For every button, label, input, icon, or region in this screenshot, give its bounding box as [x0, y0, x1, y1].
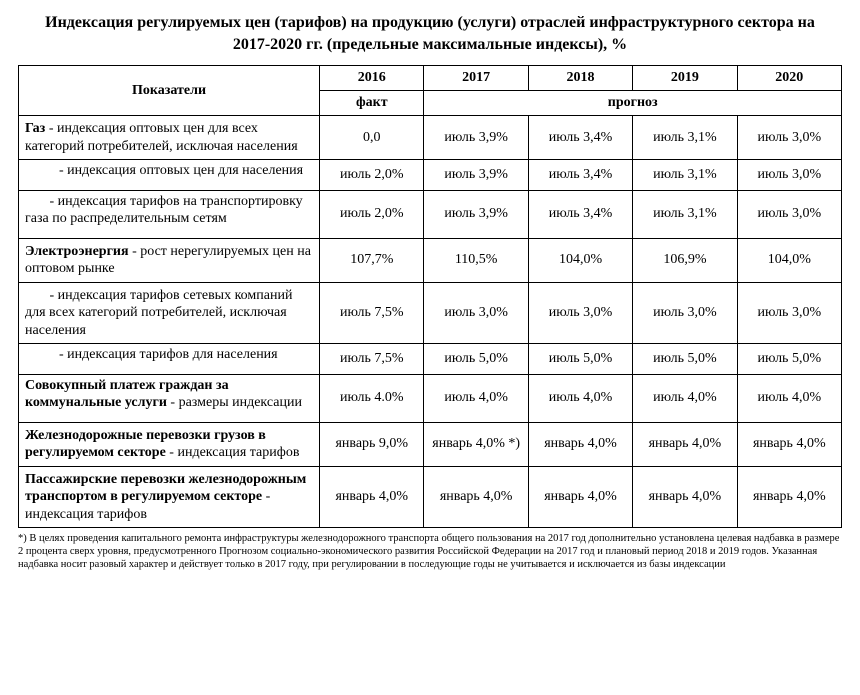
indicator-cell: Пассажирские перевозки железнодорожным т… — [19, 466, 320, 528]
table-row: Совокупный платеж граждан за коммунальны… — [19, 374, 842, 422]
value-cell: январь 4,0% — [737, 422, 841, 466]
value-cell: июль 7,5% — [320, 344, 424, 375]
value-cell: январь 4,0% — [528, 466, 632, 528]
indicator-cell: - индексация тарифов на транспортировку … — [19, 190, 320, 238]
value-cell: июль 3,4% — [528, 160, 632, 191]
page-title: Индексация регулируемых цен (тарифов) на… — [18, 12, 842, 55]
th-2018: 2018 — [528, 66, 632, 91]
value-cell: 110,5% — [424, 238, 528, 282]
value-cell: январь 4,0% *) — [424, 422, 528, 466]
value-cell: июль 2,0% — [320, 160, 424, 191]
value-cell: июль 7,5% — [320, 282, 424, 344]
table-row: Железнодорожные перевозки грузов в регул… — [19, 422, 842, 466]
indicator-cell: Железнодорожные перевозки грузов в регул… — [19, 422, 320, 466]
table-row: Газ - индексация оптовых цен для всех ка… — [19, 116, 842, 160]
value-cell: июль 3,1% — [633, 160, 737, 191]
th-2019: 2019 — [633, 66, 737, 91]
th-fact: факт — [320, 91, 424, 116]
value-cell: июль 3,4% — [528, 190, 632, 238]
indicator-cell: - индексация оптовых цен для населения — [19, 160, 320, 191]
indicator-cell: Совокупный платеж граждан за коммунальны… — [19, 374, 320, 422]
value-cell: июль 3,0% — [737, 160, 841, 191]
table-row: - индексация тарифов для населенияиюль 7… — [19, 344, 842, 375]
table-row: Пассажирские перевозки железнодорожным т… — [19, 466, 842, 528]
table-row: - индексация тарифов сетевых компаний дл… — [19, 282, 842, 344]
value-cell: июль 5,0% — [737, 344, 841, 375]
value-cell: июль 2,0% — [320, 190, 424, 238]
value-cell: июль 3,0% — [737, 116, 841, 160]
value-cell: июль 3,0% — [737, 282, 841, 344]
value-cell: июль 4,0% — [528, 374, 632, 422]
indicator-cell: Электроэнергия - рост нерегулируемых цен… — [19, 238, 320, 282]
value-cell: январь 4,0% — [633, 422, 737, 466]
tariff-table: Показатели 2016 2017 2018 2019 2020 факт… — [18, 65, 842, 528]
th-2016: 2016 — [320, 66, 424, 91]
value-cell: июль 3,9% — [424, 190, 528, 238]
value-cell: июль 5,0% — [424, 344, 528, 375]
value-cell: июль 4,0% — [424, 374, 528, 422]
value-cell: июль 3,9% — [424, 116, 528, 160]
indicator-cell: Газ - индексация оптовых цен для всех ка… — [19, 116, 320, 160]
value-cell: январь 4,0% — [633, 466, 737, 528]
value-cell: июль 5,0% — [528, 344, 632, 375]
value-cell: июль 5,0% — [633, 344, 737, 375]
value-cell: июль 3,1% — [633, 190, 737, 238]
table-row: Электроэнергия - рост нерегулируемых цен… — [19, 238, 842, 282]
table-row: - индексация тарифов на транспортировку … — [19, 190, 842, 238]
value-cell: 107,7% — [320, 238, 424, 282]
value-cell: 0,0 — [320, 116, 424, 160]
value-cell: июль 3,0% — [528, 282, 632, 344]
th-2020: 2020 — [737, 66, 841, 91]
value-cell: январь 4,0% — [424, 466, 528, 528]
value-cell: июль 3,1% — [633, 116, 737, 160]
footnote: *) В целях проведения капитального ремон… — [18, 530, 842, 573]
value-cell: 104,0% — [737, 238, 841, 282]
value-cell: 104,0% — [528, 238, 632, 282]
value-cell: июль 3,9% — [424, 160, 528, 191]
value-cell: январь 4,0% — [320, 466, 424, 528]
value-cell: июль 3,4% — [528, 116, 632, 160]
value-cell: июль 4,0% — [737, 374, 841, 422]
value-cell: июль 3,0% — [737, 190, 841, 238]
value-cell: июль 4.0% — [320, 374, 424, 422]
value-cell: январь 9,0% — [320, 422, 424, 466]
value-cell: июль 4,0% — [633, 374, 737, 422]
th-2017: 2017 — [424, 66, 528, 91]
indicator-cell: - индексация тарифов сетевых компаний дл… — [19, 282, 320, 344]
th-indicators: Показатели — [19, 66, 320, 116]
value-cell: 106,9% — [633, 238, 737, 282]
value-cell: январь 4,0% — [528, 422, 632, 466]
table-row: - индексация оптовых цен для населенияию… — [19, 160, 842, 191]
value-cell: январь 4,0% — [737, 466, 841, 528]
value-cell: июль 3,0% — [633, 282, 737, 344]
value-cell: июль 3,0% — [424, 282, 528, 344]
th-forecast: прогноз — [424, 91, 842, 116]
indicator-cell: - индексация тарифов для населения — [19, 344, 320, 375]
